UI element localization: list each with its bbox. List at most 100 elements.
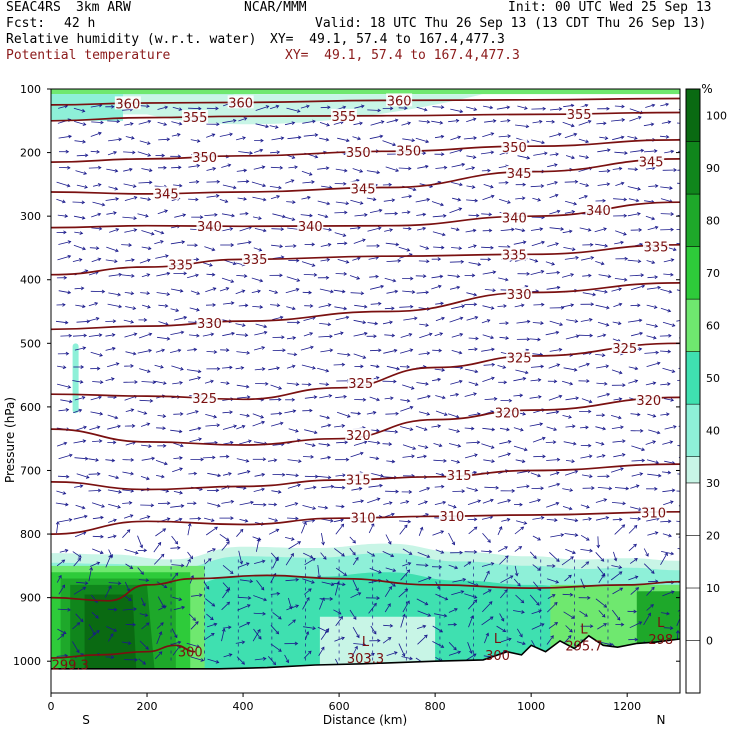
wind-vector [353, 642, 366, 647]
wind-vector [171, 535, 179, 545]
wind-vector [255, 323, 268, 329]
theta-label-355: 355 [331, 110, 356, 125]
wind-vector [597, 392, 611, 398]
wind-vector [483, 362, 496, 367]
wind-vector [385, 166, 400, 172]
theta-label-350: 350 [192, 151, 217, 166]
wind-vector [431, 257, 442, 261]
wind-vector [354, 213, 368, 217]
minimum-value-label: 299.3 [52, 658, 89, 673]
wind-vector [206, 167, 217, 171]
wind-vector [304, 395, 318, 400]
wind-vector [205, 414, 218, 419]
wind-vector [203, 632, 215, 641]
wind-vector [549, 193, 559, 199]
wind-vector [321, 484, 335, 489]
wind-vector [549, 227, 565, 231]
wind-vector [139, 258, 151, 264]
wind-vector [304, 558, 316, 566]
wind-vector [432, 530, 445, 536]
wind-vector [204, 246, 216, 252]
wind-vector [189, 179, 200, 184]
wind-vector [76, 184, 88, 189]
wind-vector [221, 541, 230, 551]
wind-vector [271, 244, 284, 249]
wind-vector [189, 426, 202, 432]
wind-vector [530, 378, 542, 382]
wind-vector [302, 454, 314, 459]
wind-vector [580, 548, 593, 553]
wind-vector [582, 273, 592, 278]
wind-vector [465, 166, 476, 170]
wind-vector [269, 273, 283, 278]
x-tick-label: 200 [137, 700, 158, 713]
theta-label-310: 310 [440, 510, 465, 525]
wind-vector [304, 304, 314, 308]
wind-vector [563, 518, 579, 523]
wind-vector [595, 598, 608, 608]
wind-vector [239, 439, 252, 445]
theta-contour-350 [51, 139, 680, 163]
wind-vector [369, 274, 379, 279]
wind-vector [141, 456, 156, 461]
wind-vector [595, 552, 605, 562]
wind-vector [418, 576, 432, 583]
wind-vector [138, 658, 147, 665]
wind-vector [419, 487, 431, 492]
wind-vector [317, 166, 330, 171]
theta-label-340: 340 [197, 220, 222, 235]
wind-vector [646, 260, 656, 264]
wind-vector [370, 364, 380, 369]
theta-label-330: 330 [507, 288, 532, 303]
wind-vector [72, 380, 84, 384]
wind-vector [499, 321, 509, 326]
wind-vector [482, 228, 493, 233]
wind-vector [435, 593, 449, 601]
wind-vector [530, 269, 545, 275]
wind-vector [55, 521, 60, 534]
wind-vector [515, 594, 525, 604]
wind-vector [319, 122, 330, 127]
wind-vector [629, 273, 645, 278]
wind-vector [367, 321, 379, 326]
wind-vector [582, 242, 594, 247]
wind-vector [222, 424, 238, 430]
wind-vector [531, 139, 545, 145]
wind-vector [628, 543, 637, 552]
wind-vector [482, 194, 495, 201]
wind-vector [107, 151, 118, 156]
wind-vector [105, 333, 116, 337]
wind-vector [268, 502, 278, 507]
wind-vector [498, 198, 511, 204]
wind-vector [545, 261, 556, 266]
wind-vector [516, 628, 523, 638]
wind-vector [596, 454, 606, 458]
wind-vector [174, 213, 187, 218]
wind-vector [139, 398, 154, 403]
wind-vector [366, 410, 377, 415]
wind-vector [221, 499, 235, 504]
wind-vector [596, 536, 601, 549]
wind-vector [466, 292, 478, 297]
colorbar-tick-label: 90 [706, 162, 720, 175]
theta-label-340: 340 [586, 204, 611, 219]
wind-vector [286, 336, 297, 340]
wind-vector [304, 485, 317, 490]
wind-vector [402, 600, 410, 613]
wind-vector [156, 271, 171, 277]
wind-vector [272, 472, 286, 477]
wind-vector [580, 318, 593, 322]
wind-vector [89, 425, 101, 431]
colorbar-tick-label: 60 [706, 319, 720, 332]
wind-vector [268, 289, 279, 294]
wind-vector [629, 516, 642, 521]
wind-vector [370, 284, 385, 290]
wind-vector [206, 622, 218, 628]
wind-vector [107, 534, 117, 539]
wind-vector [72, 200, 86, 205]
wind-vector [287, 459, 302, 463]
wind-vector [286, 516, 299, 521]
wind-vector [627, 259, 642, 264]
wind-vector [499, 427, 510, 432]
theta-label-335: 335 [644, 240, 669, 255]
